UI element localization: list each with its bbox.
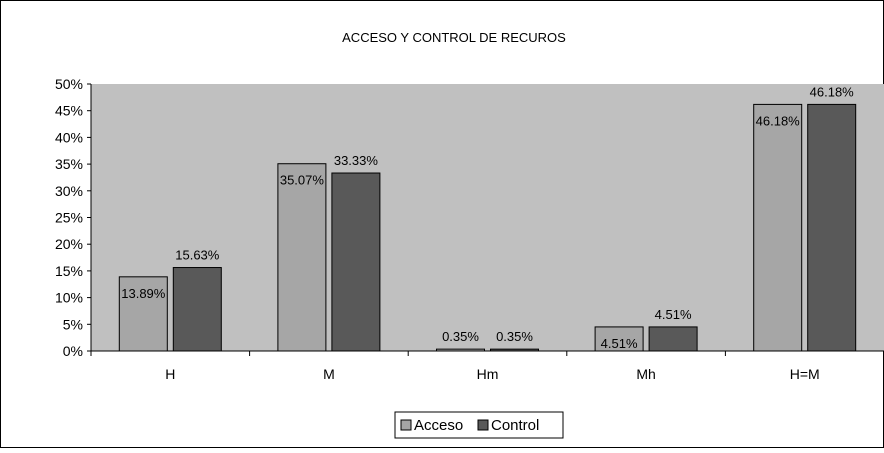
bar-acceso	[118, 276, 168, 352]
x-tick-label: M	[323, 366, 335, 382]
plot-area-group: 0% 5% 10% 15% 20% 25% 30% 35% 40% 45% 50% H 13.89% 15…	[55, 76, 884, 382]
y-tick-label: 5%	[63, 316, 83, 332]
y-tick-label: 35%	[55, 156, 83, 172]
y-tick-label: 20%	[55, 236, 83, 252]
bar-acceso	[277, 163, 327, 352]
bar-acceso	[436, 348, 485, 352]
y-tick-label: 0%	[63, 343, 83, 359]
legend-swatch-acceso	[400, 419, 412, 431]
data-label: 15.63%	[175, 248, 220, 263]
data-label: 33.33%	[334, 153, 379, 168]
bar-acceso	[594, 326, 644, 352]
bar-control	[807, 103, 857, 352]
chart-title: ACCESO Y CONTROL DE RECUROS	[342, 30, 566, 45]
x-tick-label: H=M	[790, 366, 820, 382]
legend-label-control: Control	[491, 417, 539, 434]
data-label: 13.89%	[121, 286, 166, 301]
data-label: 4.51%	[655, 307, 692, 322]
legend-swatch-control	[477, 419, 489, 431]
y-tick-label: 45%	[55, 103, 83, 119]
y-tick-label: 30%	[55, 183, 83, 199]
data-label: 46.18%	[756, 113, 801, 128]
bar-control	[648, 326, 698, 352]
y-tick-label: 25%	[55, 210, 83, 226]
plot-area	[91, 84, 884, 351]
bar-control	[172, 267, 222, 352]
bar-control	[490, 348, 539, 352]
legend-label-acceso: Acceso	[414, 417, 463, 434]
bar-control	[331, 172, 381, 352]
data-label: 0.35%	[442, 329, 479, 344]
y-tick-label: 50%	[55, 76, 83, 92]
data-label: 4.51%	[601, 336, 638, 351]
y-tick-label: 40%	[55, 129, 83, 145]
y-tick-label: 15%	[55, 263, 83, 279]
data-label: 46.18%	[810, 84, 855, 99]
bar-acceso	[753, 103, 803, 352]
data-label: 0.35%	[496, 329, 533, 344]
x-tick-label: H	[165, 366, 175, 382]
x-tick-label: Mh	[636, 366, 655, 382]
x-tick-label: Hm	[477, 366, 499, 382]
legend: Acceso Control	[394, 411, 564, 439]
data-label: 35.07%	[280, 173, 325, 188]
y-tick-label: 10%	[55, 290, 83, 306]
